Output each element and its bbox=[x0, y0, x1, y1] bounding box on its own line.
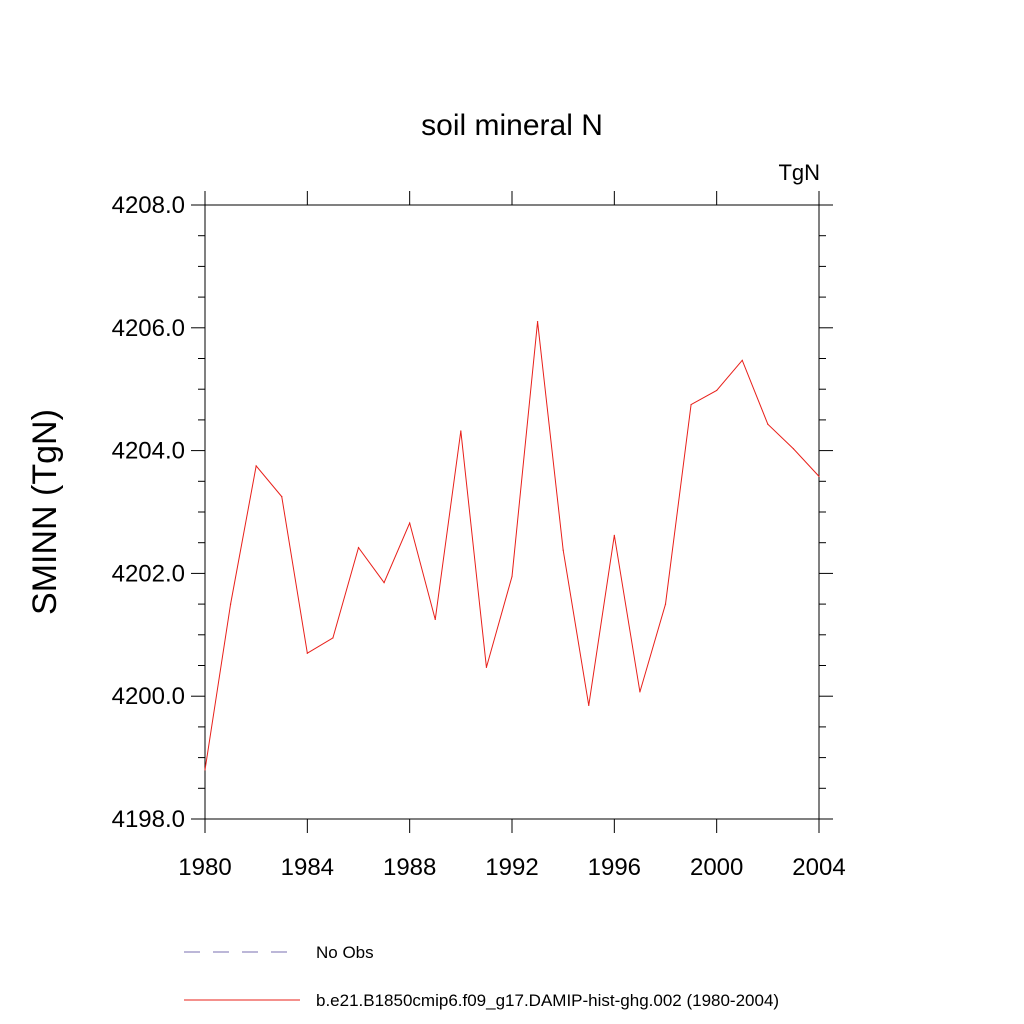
data-point bbox=[204, 769, 206, 771]
data-point bbox=[434, 618, 436, 621]
data-point bbox=[332, 637, 334, 639]
y-axis-label: SMINN (TgN) bbox=[26, 409, 64, 615]
legend-label-no-obs: No Obs bbox=[316, 943, 374, 962]
x-tick-label: 1992 bbox=[485, 854, 538, 881]
chart-title: soil mineral N bbox=[421, 109, 603, 142]
y-tick-label: 4202.0 bbox=[112, 560, 185, 587]
data-point bbox=[306, 652, 308, 654]
legend: No Obs b.e21.B1850cmip6.f09_g17.DAMIP-hi… bbox=[184, 943, 779, 1010]
data-point bbox=[664, 603, 667, 605]
data-point bbox=[281, 496, 283, 498]
data-point bbox=[741, 359, 743, 361]
minor-ticks bbox=[198, 235, 826, 789]
data-point bbox=[409, 522, 411, 524]
data-point bbox=[536, 321, 539, 323]
series-line-0 bbox=[204, 321, 820, 770]
plot-frame bbox=[204, 204, 820, 820]
x-tick-label: 1984 bbox=[281, 854, 334, 881]
data-point bbox=[690, 403, 692, 406]
major-ticks bbox=[191, 191, 833, 833]
y-tick-label: 4200.0 bbox=[112, 683, 185, 710]
x-tick-label: 2000 bbox=[690, 854, 743, 881]
x-tick-labels: 1980 1984 1988 1992 1996 2000 2004 bbox=[178, 854, 845, 881]
series-layer bbox=[204, 321, 820, 771]
data-point bbox=[255, 465, 257, 467]
data-point bbox=[767, 423, 769, 425]
data-point bbox=[229, 603, 232, 605]
data-point bbox=[562, 549, 564, 551]
data-point bbox=[818, 475, 820, 477]
y-tick-label: 4208.0 bbox=[112, 192, 185, 219]
data-point bbox=[357, 547, 360, 549]
data-point bbox=[613, 534, 615, 536]
y-tick-label: 4204.0 bbox=[112, 438, 185, 465]
data-point bbox=[383, 582, 385, 584]
x-tick-label: 1996 bbox=[588, 854, 641, 881]
x-tick-label: 1988 bbox=[383, 854, 436, 881]
data-point bbox=[511, 575, 513, 578]
data-point bbox=[485, 666, 488, 668]
data-point bbox=[716, 389, 718, 392]
data-point bbox=[460, 430, 462, 432]
data-point bbox=[792, 448, 795, 450]
y-tick-labels: 4198.0 4200.0 4202.0 4204.0 4206.0 4208.0 bbox=[112, 192, 185, 833]
x-tick-label: 1980 bbox=[178, 854, 231, 881]
y-tick-label: 4206.0 bbox=[112, 315, 185, 342]
chart-units: TgN bbox=[778, 160, 820, 185]
y-tick-label: 4198.0 bbox=[112, 806, 185, 833]
data-point bbox=[588, 704, 590, 707]
data-point bbox=[639, 691, 641, 693]
legend-label-model-run: b.e21.B1850cmip6.f09_g17.DAMIP-hist-ghg.… bbox=[316, 991, 779, 1010]
x-tick-label: 2004 bbox=[792, 854, 845, 881]
